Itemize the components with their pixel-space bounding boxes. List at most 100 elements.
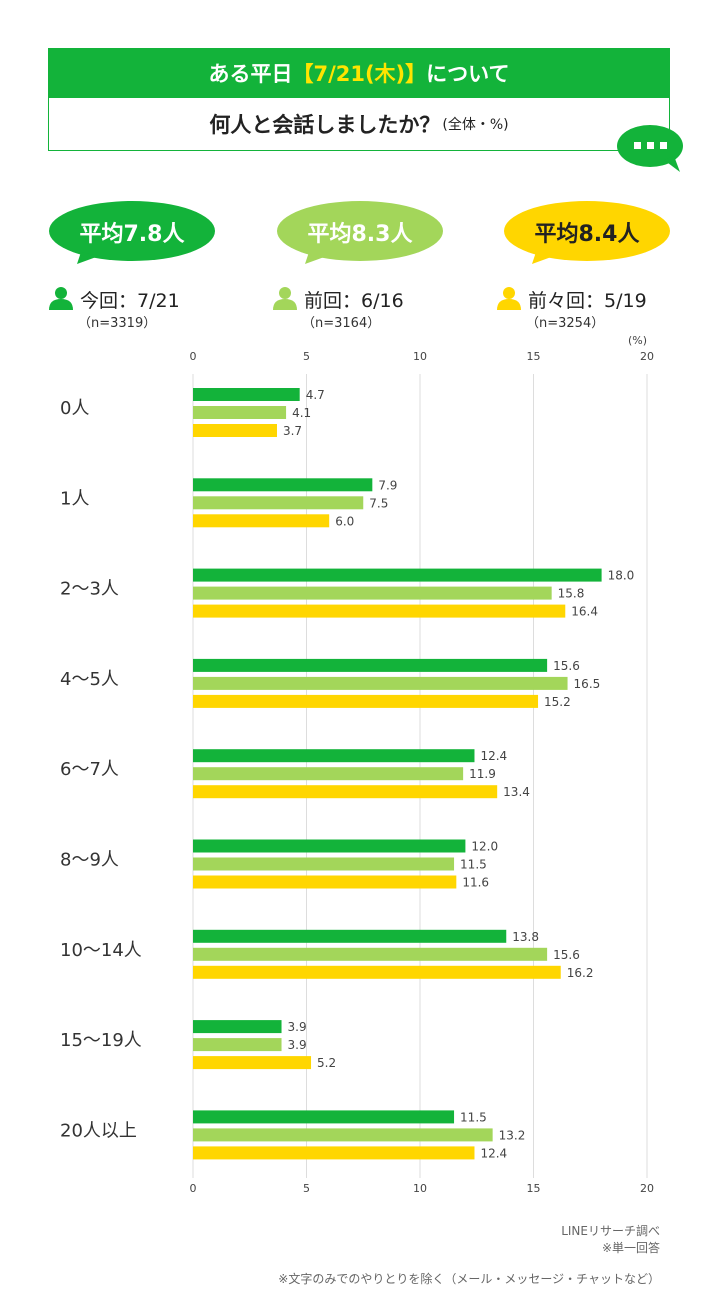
bar	[193, 767, 464, 781]
data-label: 6.0	[335, 514, 354, 528]
bar	[193, 406, 287, 419]
data-label: 15.6	[553, 659, 580, 673]
tick-label-bottom: 15	[527, 1182, 541, 1195]
bar	[193, 658, 548, 672]
unit-label: (%)	[628, 334, 647, 347]
data-label: 13.2	[499, 1128, 526, 1142]
chat-bubble-icon	[617, 125, 683, 172]
legend-sample-size: （n=3254）	[526, 316, 605, 331]
tick-label-bottom: 20	[640, 1182, 654, 1195]
data-label: 11.6	[462, 876, 489, 890]
question-text: 何人と会話しましたか？	[209, 113, 441, 137]
data-label: 5.2	[317, 1056, 336, 1070]
bar	[193, 1110, 455, 1124]
person-icon	[273, 287, 297, 310]
tick-label-bottom: 5	[303, 1182, 310, 1195]
bar	[193, 929, 507, 943]
bar	[193, 1146, 475, 1160]
title-banner: ある平日 【7/21(木)】 について	[48, 48, 670, 98]
category-label: 10〜14人	[60, 940, 142, 961]
tick-label-top: 20	[640, 350, 654, 363]
bar-chart: (%) 0 0 5 5 10 10 15 15 20 20 0人 4.7 4.1 3.7 1人 7.9 7.5 6.…	[60, 334, 654, 1195]
source-note: LINEリサーチ調べ	[561, 1224, 660, 1238]
bar	[193, 947, 548, 961]
data-label: 13.4	[503, 785, 530, 799]
tick-label-top: 10	[413, 350, 427, 363]
legend-label: 前回：6/16	[304, 290, 404, 312]
bar	[193, 965, 561, 979]
title-prefix: ある平日	[208, 62, 293, 86]
tick-label-top: 15	[527, 350, 541, 363]
bar	[193, 1128, 493, 1142]
data-label: 15.8	[558, 587, 585, 601]
category-label: 15〜19人	[60, 1030, 142, 1051]
category-label: 0人	[60, 398, 89, 419]
data-label: 12.4	[480, 1146, 507, 1160]
data-label: 18.0	[608, 569, 635, 583]
average-previous-text: 平均8.3人	[307, 222, 413, 247]
data-label: 16.4	[571, 605, 598, 619]
data-label: 3.9	[288, 1020, 307, 1034]
bar	[193, 676, 568, 690]
data-label: 11.9	[469, 767, 496, 781]
data-label: 3.9	[288, 1038, 307, 1052]
bar	[193, 496, 364, 510]
bar	[193, 694, 539, 708]
average-bubble-current: 平均7.8人	[47, 200, 217, 264]
bar	[193, 875, 457, 889]
data-label: 7.5	[369, 496, 388, 510]
question-note: (全体・%)	[442, 117, 509, 133]
category-label: 2〜3人	[60, 579, 119, 600]
data-label: 4.1	[292, 406, 311, 420]
bar	[193, 749, 475, 763]
answer-type-note: ※単一回答	[601, 1241, 660, 1255]
average-current-text: 平均7.8人	[79, 222, 185, 247]
data-label: 16.2	[567, 966, 594, 980]
data-label: 7.9	[378, 478, 397, 492]
bar	[193, 1038, 282, 1052]
data-label: 13.8	[512, 930, 539, 944]
title-date: 【7/21(木)】	[292, 62, 427, 86]
category-label: 4〜5人	[60, 669, 119, 690]
data-label: 16.5	[574, 677, 601, 691]
category-label: 6〜7人	[60, 759, 119, 780]
bar	[193, 1020, 282, 1034]
bar	[193, 839, 466, 853]
bar	[193, 568, 602, 582]
data-label: 15.6	[553, 948, 580, 962]
bar	[193, 1056, 312, 1070]
data-label: 15.2	[544, 695, 571, 709]
bar	[193, 388, 300, 401]
average-bubble-previous: 平均8.3人	[275, 200, 445, 264]
average-bubble-before-previous: 平均8.4人	[502, 200, 672, 264]
legend-sample-size: （n=3319）	[78, 316, 157, 331]
bar	[193, 785, 498, 799]
bar	[193, 604, 566, 618]
legend-sample-size: （n=3164）	[302, 316, 381, 331]
category-label: 8〜9人	[60, 850, 119, 871]
bar	[193, 514, 330, 528]
data-label: 4.7	[306, 388, 325, 402]
question-box: 何人と会話しましたか？ (全体・%)	[48, 98, 670, 151]
bar	[193, 857, 455, 871]
data-label: 12.0	[471, 840, 498, 854]
tick-label-bottom: 0	[190, 1182, 197, 1195]
person-icon	[497, 287, 521, 310]
data-label: 12.4	[480, 749, 507, 763]
bar	[193, 586, 552, 600]
category-label: 1人	[60, 488, 89, 509]
tick-label-top: 0	[190, 350, 197, 363]
data-label: 3.7	[283, 424, 302, 438]
category-label: 20人以上	[60, 1120, 137, 1141]
bar	[193, 478, 373, 492]
person-icon	[49, 287, 73, 310]
footnote: ※文字のみでのやりとりを除く（メール・メッセージ・チャットなど）	[278, 1272, 660, 1286]
legend-label: 今回：7/21	[80, 290, 180, 312]
title-suffix: について	[426, 62, 510, 86]
data-label: 11.5	[460, 1110, 487, 1124]
average-before-previous-text: 平均8.4人	[534, 222, 640, 247]
data-label: 11.5	[460, 858, 487, 872]
tick-label-bottom: 10	[413, 1182, 427, 1195]
legend-label: 前々回：5/19	[528, 290, 647, 312]
tick-label-top: 5	[303, 350, 310, 363]
